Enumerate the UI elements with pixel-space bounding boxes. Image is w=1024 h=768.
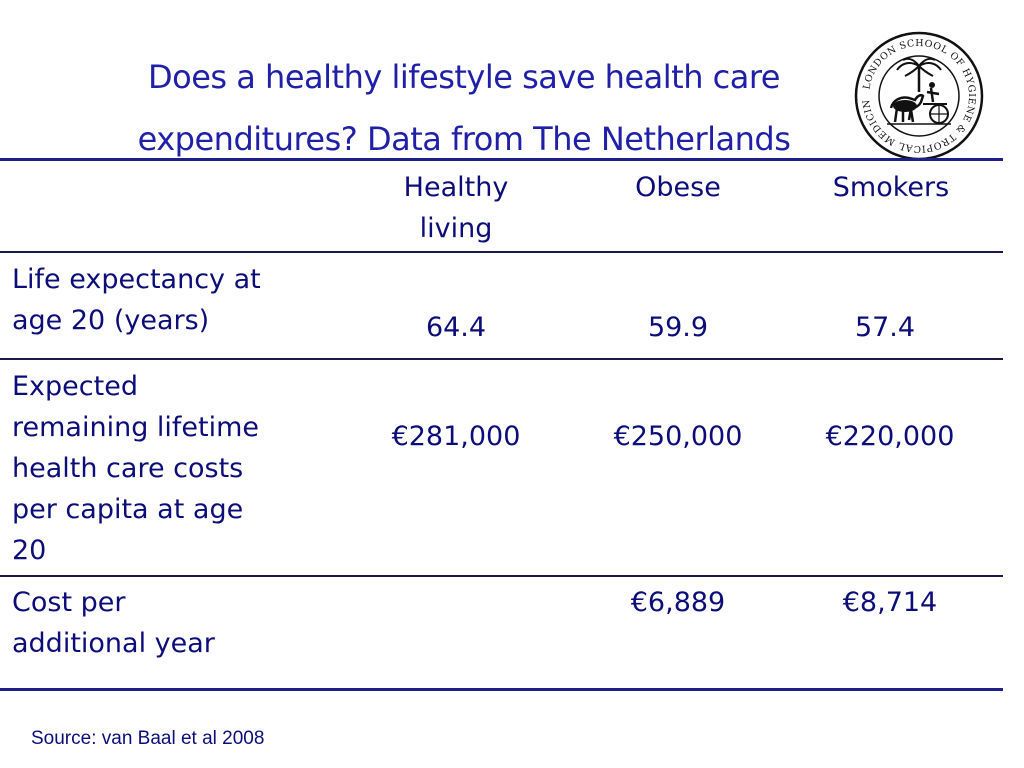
- column-header-healthy-living: Healthy living: [403, 172, 509, 244]
- column-header-obese: Obese: [635, 172, 721, 203]
- source-citation: Source: van Baal et al 2008: [31, 728, 265, 749]
- header-divider: [0, 251, 1003, 253]
- column-header-smokers: Smokers: [832, 172, 950, 203]
- row-divider-2: [0, 575, 1003, 577]
- row-label-cost-per-year: Cost per additional year: [12, 587, 215, 659]
- cell-costs-healthy: €281,000: [391, 421, 521, 452]
- cell-life-expectancy-healthy: 64.4: [425, 312, 487, 343]
- school-seal-icon: LONDON SCHOOL OF HYGIENE & TROPICAL MEDI…: [849, 22, 985, 162]
- cell-life-expectancy-obese: 59.9: [647, 312, 709, 343]
- row-divider-1: [0, 358, 1003, 360]
- table-bottom-rule: [0, 688, 1003, 691]
- cell-cost-per-year-obese: €6,889: [630, 587, 726, 618]
- table-top-rule: [0, 158, 1003, 161]
- title-line-2: expenditures? Data from The Netherlands: [137, 120, 791, 158]
- title-line-1: Does a healthy lifestyle save health car…: [148, 58, 780, 96]
- cell-costs-smokers: €220,000: [825, 421, 955, 452]
- row-label-life-expectancy: Life expectancy at age 20 (years): [12, 264, 261, 336]
- cell-costs-obese: €250,000: [613, 421, 743, 452]
- row-label-health-care-costs: Expected remaining lifetime health care …: [12, 371, 260, 566]
- cell-life-expectancy-smokers: 57.4: [854, 312, 916, 343]
- cell-cost-per-year-smokers: €8,714: [842, 587, 938, 618]
- slide-title: Does a healthy lifestyle save health car…: [30, 46, 898, 170]
